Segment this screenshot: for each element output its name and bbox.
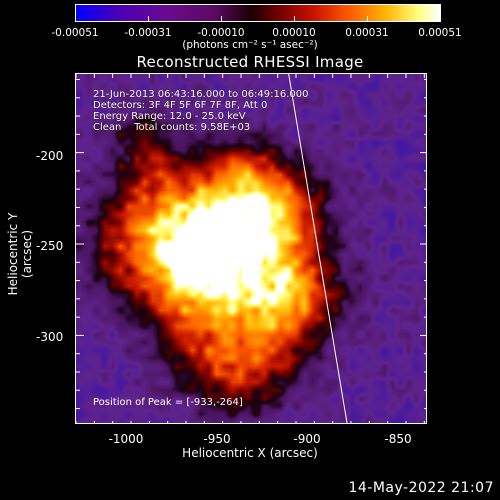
- colorbar-tick-label: 0.00051: [418, 27, 462, 39]
- colorbar-gradient: [75, 4, 441, 22]
- colorbar-tick: [440, 16, 441, 22]
- info-clean-counts: Clean Total counts: 9.58E+03: [93, 122, 251, 133]
- x-tick-label: -1000: [108, 432, 144, 446]
- x-axis-label: Heliocentric X (arcsec): [182, 446, 318, 460]
- colorbar-tick: [75, 16, 76, 22]
- y-ticks: [76, 78, 426, 410]
- y-tick-label: -250: [36, 239, 64, 253]
- colorbar-tick-label: -0.00031: [124, 27, 172, 39]
- plot-title: Reconstructed RHESSI Image: [136, 53, 364, 71]
- peak-position-label: Position of Peak = [-933,-264]: [93, 397, 243, 408]
- colorbar-tick-label: 0.00010: [272, 27, 316, 39]
- solar-limb-line: [288, 74, 348, 423]
- colorbar-units: (photons cm⁻² s⁻¹ asec⁻²): [182, 39, 318, 51]
- colorbar-tick: [294, 16, 295, 22]
- colorbar: [75, 4, 441, 22]
- colorbar-tick-label: -0.00010: [197, 27, 245, 39]
- x-ticks: [76, 74, 425, 423]
- heatmap-image: [76, 74, 426, 423]
- colorbar-tick: [148, 16, 149, 22]
- colorbar-tick-label: -0.00051: [51, 27, 99, 39]
- plot-timestamp: 14-May-2022 21:07: [348, 480, 494, 496]
- colorbar-tick: [367, 16, 368, 22]
- colorbar-tick-label: 0.00031: [345, 27, 389, 39]
- colorbar-tick: [221, 16, 222, 22]
- plot-overlay: [76, 74, 426, 423]
- x-tick-label: -850: [384, 432, 412, 446]
- info-energy-range: Energy Range: 12.0 - 25.0 keV: [93, 111, 246, 122]
- x-tick-label: -950: [203, 432, 231, 446]
- info-time-range: 21-Jun-2013 06:43:16.000 to 06:49:16.000: [93, 89, 309, 100]
- y-tick-label: -300: [36, 330, 64, 344]
- info-detectors: Detectors: 3F 4F 5F 6F 7F 8F, Att 0: [93, 100, 268, 111]
- y-tick-label: -200: [36, 149, 64, 163]
- image-plot-area: [75, 73, 427, 424]
- y-axis-label: Heliocentric Y (arcsec): [6, 212, 34, 296]
- x-tick-label: -900: [293, 432, 321, 446]
